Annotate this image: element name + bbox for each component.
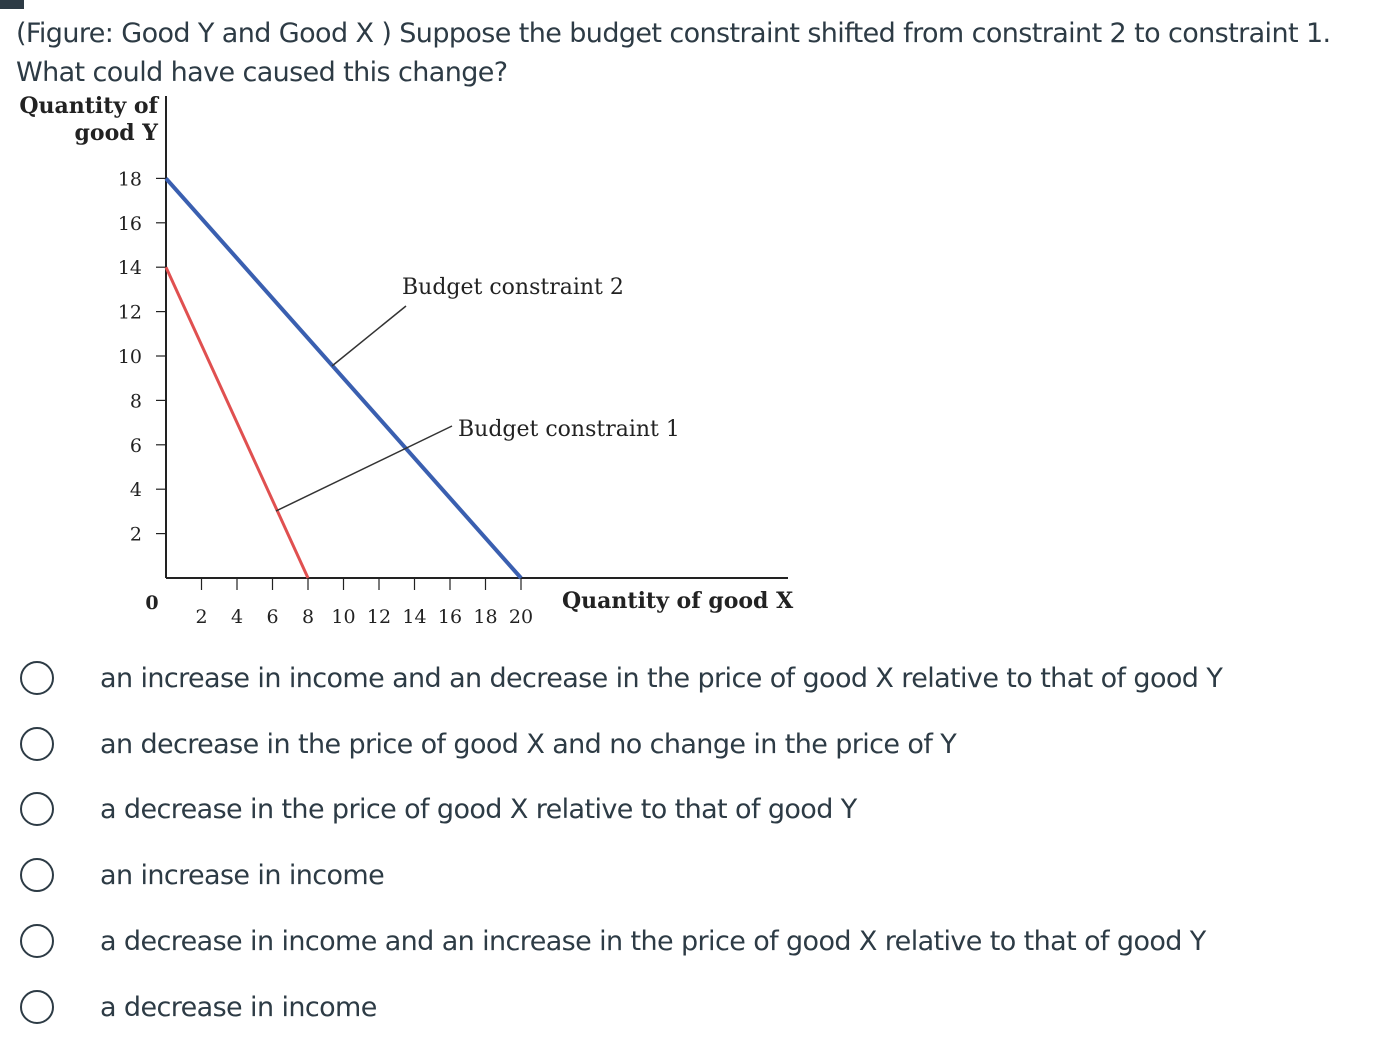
budget-constraint-1-line	[164, 266, 310, 579]
option-2[interactable]: an decrease in the price of good X and n…	[20, 719, 1380, 769]
y-tick-label: 6	[130, 435, 142, 457]
x-tick-label: 4	[231, 606, 243, 628]
radio-button[interactable]	[20, 990, 54, 1024]
budget-constraint-2-line	[164, 177, 523, 580]
y-axis-label-line1: Quantity of	[19, 93, 159, 119]
y-tick-label: 12	[118, 302, 142, 324]
option-1[interactable]: an increase in income and an decrease in…	[20, 653, 1380, 703]
x-tick-label: 20	[509, 606, 533, 628]
budget-constraint-2-label: Budget constraint 2	[402, 275, 624, 300]
x-tick-label: 10	[331, 606, 355, 628]
x-tick-label: 6	[266, 606, 278, 628]
origin-label: 0	[145, 592, 158, 614]
y-tick-label: 16	[118, 213, 142, 235]
x-axis-label: Quantity of good X	[562, 588, 794, 614]
window-corner-mark	[0, 0, 24, 9]
question-text: (Figure: Good Y and Good X ) Suppose the…	[16, 18, 1331, 88]
y-tick-label: 8	[130, 390, 142, 412]
x-tick-label: 16	[438, 606, 462, 628]
y-tick-label: 18	[118, 168, 142, 190]
y-tick-label: 4	[130, 479, 142, 501]
y-axis-label-line2: good Y	[75, 120, 159, 146]
option-label: a decrease in the price of good X relati…	[100, 793, 857, 825]
option-4[interactable]: an increase in income	[20, 850, 1380, 900]
radio-button[interactable]	[20, 792, 54, 826]
budget-constraint-2-leader	[331, 305, 407, 367]
y-tick-label: 14	[118, 257, 142, 279]
radio-button[interactable]	[20, 924, 54, 958]
option-label: a decrease in income and an increase in …	[100, 925, 1206, 957]
y-tick-label: 10	[118, 346, 142, 368]
option-label: an decrease in the price of good X and n…	[100, 728, 957, 760]
option-label: a decrease in income	[100, 991, 377, 1023]
budget-constraint-1-label: Budget constraint 1	[458, 417, 680, 442]
x-tick-label: 18	[473, 606, 497, 628]
radio-button[interactable]	[20, 858, 54, 892]
option-3[interactable]: a decrease in the price of good X relati…	[20, 784, 1380, 834]
option-label: an increase in income	[100, 859, 385, 891]
x-tick-label: 12	[367, 606, 391, 628]
x-tick-label: 14	[402, 606, 426, 628]
option-5[interactable]: a decrease in income and an increase in …	[20, 916, 1380, 966]
budget-constraint-1-leader	[275, 425, 453, 512]
budget-constraint-figure: Quantity of good Y 18 16 14 12 10 8 6 4 2 2 4 6 8 10…	[0, 88, 820, 638]
y-axis-ticks: 18 16 14 12 10 8 6 4 2	[118, 168, 166, 546]
y-tick-label: 2	[130, 524, 142, 546]
x-tick-label: 8	[302, 606, 314, 628]
x-tick-label: 2	[195, 606, 207, 628]
option-6[interactable]: a decrease in income	[20, 982, 1380, 1032]
option-label: an increase in income and an decrease in…	[100, 662, 1223, 694]
x-axis-ticks: 2 4 6 8 10 12 14 16 18 20	[195, 578, 533, 628]
radio-button[interactable]	[20, 727, 54, 761]
radio-button[interactable]	[20, 661, 54, 695]
budget-constraint-chart: Quantity of good Y 18 16 14 12 10 8 6 4 2 2 4 6 8 10…	[19, 93, 794, 628]
